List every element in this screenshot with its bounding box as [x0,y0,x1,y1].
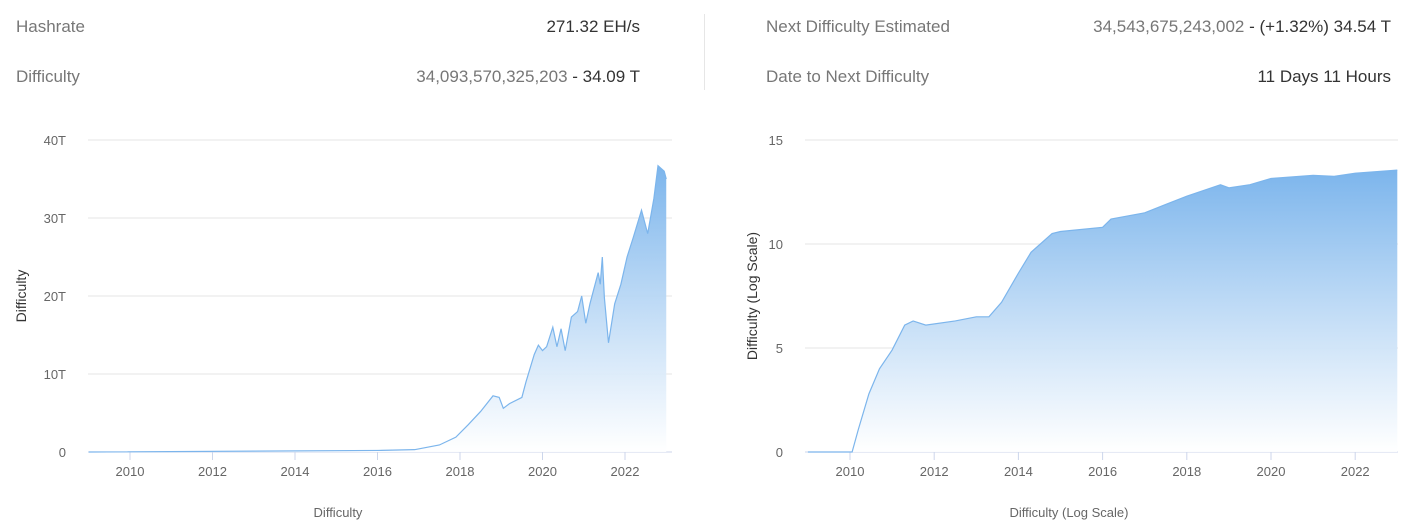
area-fill [807,170,1398,452]
y-tick-label: 5 [776,341,783,356]
x-tick-label: 2022 [611,464,640,479]
series-line [807,169,1398,453]
divider [704,14,705,90]
x-tick-label: 2012 [920,464,949,479]
x-axis-title: Difficulty [314,505,363,520]
x-axis-title: Difficulty (Log Scale) [1010,505,1129,520]
x-tick-label: 2018 [446,464,475,479]
x-tick-label: 2010 [836,464,865,479]
x-tick-label: 2020 [528,464,557,479]
chart-2: 0 5 10 15 2010 2012 2014 2016 2018 2020 2022 Diffic… [744,133,1398,520]
hashrate-value: 271.32 EH/s [546,17,640,36]
x-tick-label: 2014 [281,464,310,479]
next-difficulty-label: Next Difficulty Estimated [766,17,950,36]
series-line [88,164,667,453]
hashrate-label: Hashrate [16,17,85,36]
x-tick-label: 2016 [1088,464,1117,479]
difficulty-short: - 34.09 T [567,67,640,86]
y-tick-label: 20T [44,289,66,304]
x-tick-label: 2020 [1257,464,1286,479]
area-fill [88,165,667,453]
y-tick-label: 40T [44,133,66,148]
difficulty-value: 34,093,570,325,203 - 34.09 T [416,67,640,87]
x-tick-label: 2014 [1004,464,1033,479]
y-tick-label: 0 [776,445,783,460]
chart-1: 0 10T 20T 30T 40T 2010 2012 2014 2016 2018 2020 202… [13,133,672,520]
difficulty-label: Difficulty [16,67,80,86]
y-tick-label: 10T [44,367,66,382]
next-raw: 34,543,675,243,002 [1093,17,1245,36]
x-tick-label: 2018 [1172,464,1201,479]
x-tick-label: 2022 [1341,464,1370,479]
x-tick-label: 2012 [198,464,227,479]
y-axis-title: Difficulty (Log Scale) [744,232,760,360]
y-tick-label: 0 [59,445,66,460]
next-short: - (+1.32%) 34.54 T [1244,17,1391,36]
next-difficulty-value: 34,543,675,243,002 - (+1.32%) 34.54 T [1093,17,1391,37]
x-tick-label: 2010 [116,464,145,479]
y-axis-title: Difficulty [13,270,29,323]
y-tick-label: 15 [769,133,783,148]
date-next-label: Date to Next Difficulty [766,67,930,86]
x-tick-label: 2016 [363,464,392,479]
y-tick-label: 30T [44,211,66,226]
difficulty-raw: 34,093,570,325,203 [416,67,568,86]
y-tick-label: 10 [769,237,783,252]
date-next-value: 11 Days 11 Hours [1257,67,1391,86]
